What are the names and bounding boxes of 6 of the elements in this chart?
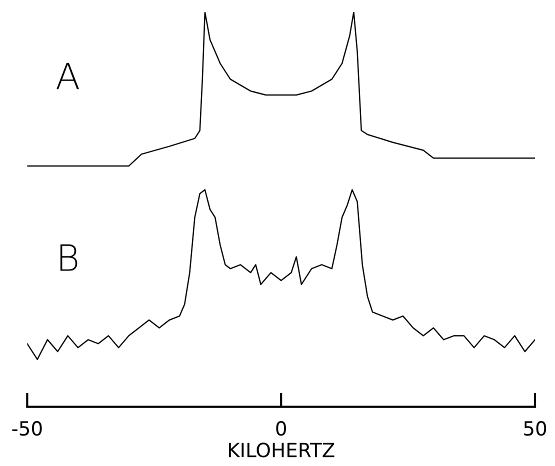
text: A xyxy=(56,62,79,90)
x-axis-title: KILOHERTZ xyxy=(228,442,334,458)
series-label: B xyxy=(60,244,78,271)
x-tick-label: -50 xyxy=(12,421,42,436)
x-tick-label: 0 xyxy=(276,421,286,436)
x-tick-label: 50 xyxy=(524,421,546,436)
